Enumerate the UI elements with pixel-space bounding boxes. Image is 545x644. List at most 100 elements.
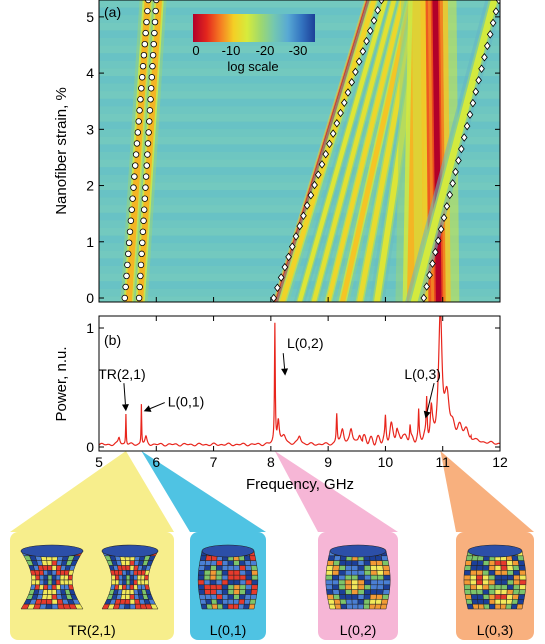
colorbar-gradient [193, 14, 315, 42]
marker [147, 96, 154, 103]
marker [129, 195, 136, 202]
marker [147, 85, 155, 92]
heatmap-band [132, 0, 167, 302]
annotation-label: L(0,3) [404, 366, 441, 382]
marker-series [135, 0, 160, 302]
colorbar-tick: 0 [192, 43, 199, 58]
marker [311, 180, 318, 190]
mode-panel: L(0,2) [318, 532, 398, 640]
marker [288, 242, 296, 251]
heatmap-row [99, 197, 500, 206]
marker [122, 283, 129, 291]
heatmap-row [99, 190, 500, 198]
x-tick-label: 7 [210, 454, 218, 470]
y-tick-label: 1 [86, 234, 94, 250]
heatmap-row [99, 45, 500, 54]
marker [285, 252, 292, 262]
marker [140, 206, 148, 213]
x-tick-label: 12 [492, 454, 508, 470]
heatmap-row [99, 83, 500, 92]
marker [426, 270, 433, 280]
marker [374, 6, 382, 15]
marker [133, 140, 141, 147]
marker [139, 63, 147, 70]
marker [446, 190, 454, 200]
mode-markers [121, 0, 500, 302]
marker [139, 239, 146, 247]
mode-shape-shell [463, 544, 527, 610]
heatmap [99, 0, 500, 302]
heatmap-band [307, 0, 400, 302]
panel-b-ylabel: Power, n.u. [53, 346, 70, 421]
marker [151, 29, 158, 37]
heatmap-band [322, 0, 409, 302]
panel-b-label: (b) [104, 332, 121, 348]
heatmap-row [99, 121, 500, 130]
heatmap-row [99, 53, 500, 61]
panel-a-axes: 0 1 2 3 4 5 [86, 9, 501, 306]
marker [121, 294, 128, 302]
connector-triangle [274, 451, 398, 532]
mode-panel-label: L(0,3) [477, 622, 514, 638]
marker [366, 26, 374, 36]
marker [318, 160, 326, 169]
marker [475, 75, 482, 85]
marker [149, 51, 157, 59]
marker [363, 36, 370, 46]
heatmap-row [99, 174, 500, 183]
heatmap-row [99, 7, 500, 16]
marker [142, 173, 150, 180]
y-tick-label: 0 [86, 439, 94, 455]
marker [138, 250, 145, 258]
marker [137, 96, 144, 103]
marker-series [270, 0, 385, 302]
marker [143, 18, 150, 26]
colorbar-tick: -10 [222, 43, 241, 58]
marker [132, 151, 140, 158]
marker [437, 224, 445, 234]
marker [486, 30, 494, 39]
marker [134, 129, 142, 136]
heatmap-row [99, 106, 500, 114]
x-tick-label: 6 [152, 454, 160, 470]
marker [307, 190, 315, 200]
panel-b-axes: 5 6 7 8 9 10 11 12 0 1 [86, 316, 508, 470]
marker [452, 167, 459, 177]
marker [136, 283, 143, 291]
x-tick-label: 9 [324, 454, 332, 470]
heatmap-row [99, 273, 500, 282]
marker [281, 262, 289, 272]
marker-series [121, 0, 152, 302]
marker [329, 129, 337, 138]
marker [449, 179, 456, 188]
marker [466, 110, 474, 119]
heatmap-row [99, 98, 500, 107]
marker [432, 247, 439, 257]
marker [146, 118, 153, 125]
annotation-label: L(0,1) [168, 394, 205, 410]
y-tick-label: 3 [86, 121, 94, 137]
marker [337, 108, 344, 118]
mode-panel-label: L(0,1) [210, 622, 247, 638]
y-tick-label: 1 [86, 320, 94, 336]
marker [370, 16, 378, 25]
annotation-arrowhead [143, 405, 152, 412]
mode-shape-shell [325, 544, 391, 610]
marker [144, 7, 151, 15]
x-tick-label: 8 [267, 454, 275, 470]
y-tick-label: 4 [86, 65, 94, 81]
marker [455, 156, 462, 165]
peak-annotation: L(0,2) [281, 335, 324, 376]
marker [138, 74, 146, 81]
connector-triangle [440, 451, 534, 532]
marker [277, 273, 285, 282]
marker [300, 211, 307, 221]
colorbar-label: log scale [227, 59, 278, 74]
marker [434, 236, 442, 245]
marker [489, 18, 497, 28]
marker [123, 272, 130, 280]
marker [460, 133, 468, 142]
x-tick-label: 11 [435, 454, 450, 470]
marker [153, 0, 160, 4]
marker [484, 41, 491, 51]
